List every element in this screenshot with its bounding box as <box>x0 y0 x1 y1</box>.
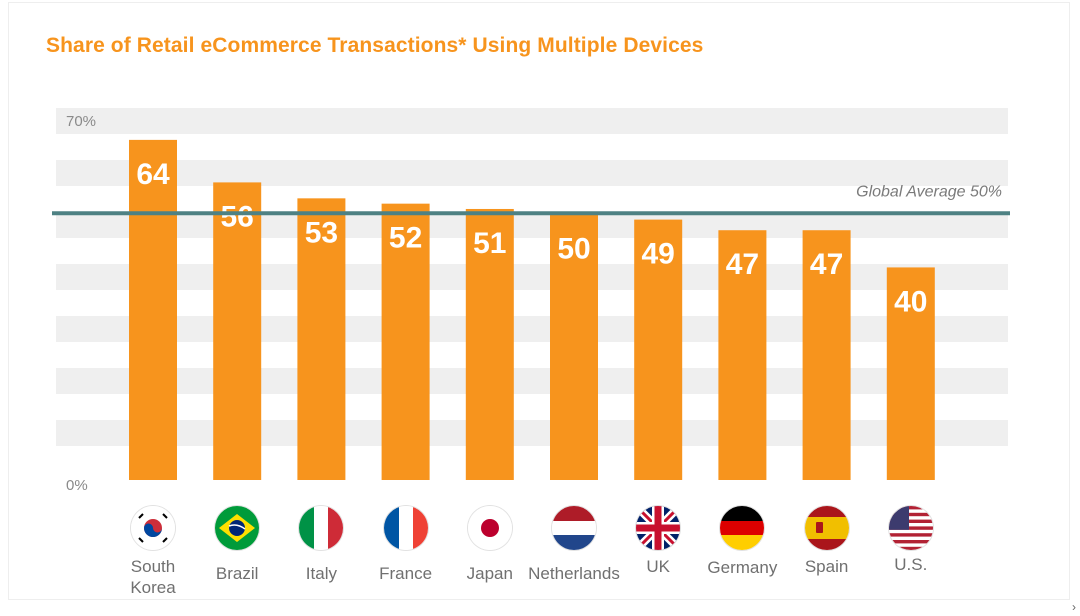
jp-flag-icon <box>467 506 512 550</box>
x-tick-label-line: Brazil <box>215 564 259 583</box>
x-tick-label-line: South <box>130 557 176 576</box>
fr-flag-icon <box>383 506 428 550</box>
bar <box>886 267 935 480</box>
uk-flag-icon <box>636 506 681 550</box>
bar <box>550 214 598 481</box>
x-tick-label: Italy <box>266 563 376 584</box>
data-label: 40 <box>894 285 927 318</box>
corner-mark: › <box>1072 600 1076 614</box>
grid-band <box>56 264 1008 290</box>
grid-band <box>56 316 1008 342</box>
data-label: 47 <box>810 248 843 281</box>
x-tick-label-line: Germany <box>707 558 778 577</box>
it-flag-icon <box>299 506 344 550</box>
x-tick-label-line: France <box>379 564 433 583</box>
x-tick-label: Japan <box>435 563 545 584</box>
chart-frame <box>8 2 1070 600</box>
grid-band <box>56 420 1008 446</box>
data-label: 56 <box>221 200 254 233</box>
x-tick-label-line: UK <box>646 557 670 576</box>
bar <box>802 230 851 480</box>
de-flag-icon <box>720 506 765 550</box>
x-tick-label: U.S. <box>856 554 966 575</box>
grid-band <box>56 368 1008 394</box>
grid-band <box>56 108 1008 134</box>
kr-flag-icon <box>131 506 175 550</box>
x-tick-label: Brazil <box>182 563 292 584</box>
grid-band <box>56 160 1008 186</box>
es-flag-icon <box>804 506 849 550</box>
grid-band <box>56 212 1008 238</box>
bar <box>634 219 683 480</box>
x-tick-label: Spain <box>772 556 882 577</box>
data-label: 52 <box>389 222 422 255</box>
x-tick-label-line: Spain <box>804 557 849 576</box>
x-tick-label-line: Italy <box>305 564 337 583</box>
x-tick-label-line: Korea <box>130 578 176 597</box>
x-tick-label: France <box>351 563 461 584</box>
chart-title: Share of Retail eCommerce Transactions* … <box>46 34 704 57</box>
data-label: 64 <box>136 158 170 191</box>
data-label: 47 <box>726 248 759 281</box>
x-tick-label: South Korea <box>98 556 208 598</box>
bar <box>297 198 346 481</box>
data-label: 53 <box>305 216 338 249</box>
nl-flag-icon <box>552 506 596 550</box>
data-label: 49 <box>642 238 675 271</box>
x-tick-label-line: Japan <box>466 564 513 583</box>
us-flag-icon <box>888 506 933 550</box>
x-tick-label-line: Netherlands <box>528 564 620 583</box>
grid-bands <box>56 108 1008 446</box>
x-tick-label: UK <box>603 556 713 577</box>
x-tick-label: Germany <box>687 557 797 578</box>
bar <box>381 203 430 480</box>
global-average-label: Global Average 50% <box>856 183 1002 200</box>
bar <box>129 139 177 480</box>
x-tick-label: Netherlands <box>519 563 629 584</box>
x-tick-label-line: U.S. <box>894 555 928 574</box>
data-label: 50 <box>557 232 590 265</box>
data-label: 51 <box>473 227 506 260</box>
bar <box>718 230 767 480</box>
bar <box>465 208 514 480</box>
y-tick-label: 0% <box>66 477 88 494</box>
br-flag-icon <box>215 506 260 550</box>
bar <box>213 182 262 480</box>
y-tick-label: 70% <box>66 113 96 130</box>
